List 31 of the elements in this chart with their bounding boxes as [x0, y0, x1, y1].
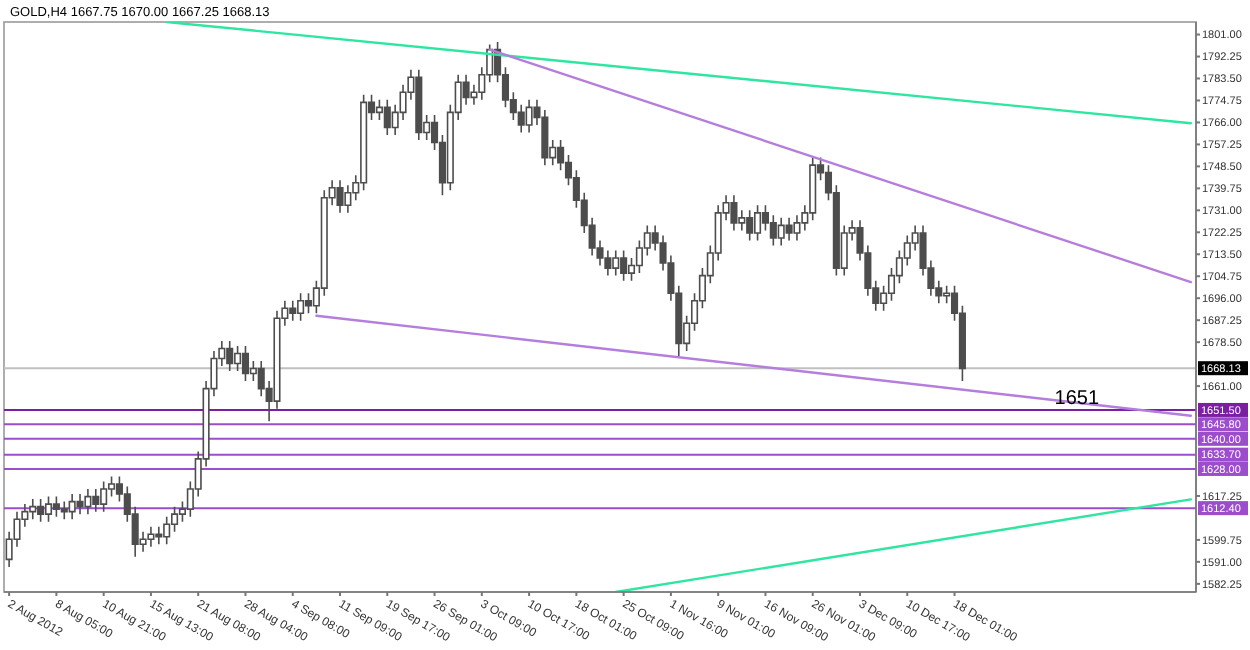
candlestick	[163, 515, 171, 546]
candlestick	[44, 495, 53, 523]
candlestick	[76, 493, 84, 515]
annotation: 1651	[1054, 387, 1100, 410]
candlestick	[620, 249, 628, 282]
candlestick	[297, 292, 305, 322]
candlestick	[785, 217, 793, 242]
candlestick	[360, 94, 368, 192]
candlestick	[809, 156, 817, 222]
candlestick	[68, 493, 76, 520]
candlestick	[525, 99, 533, 134]
candlestick	[84, 488, 92, 515]
candlestick	[777, 217, 785, 247]
candlestick	[241, 345, 250, 382]
candlestick	[730, 194, 738, 232]
candlestick	[754, 204, 762, 242]
candlestick	[155, 525, 163, 546]
candlestick	[289, 299, 297, 322]
candlestick	[415, 68, 423, 141]
candlestick	[746, 209, 754, 242]
candlestick	[29, 498, 37, 520]
candlestick	[383, 99, 391, 136]
candlestick	[612, 249, 620, 277]
candlestick	[37, 498, 45, 523]
candlestick	[336, 179, 344, 214]
candlestick	[100, 480, 108, 513]
candlestick	[92, 488, 100, 513]
candlestick	[147, 525, 155, 548]
candlestick	[60, 500, 68, 520]
candlestick	[226, 340, 234, 372]
candlestick	[52, 495, 60, 518]
